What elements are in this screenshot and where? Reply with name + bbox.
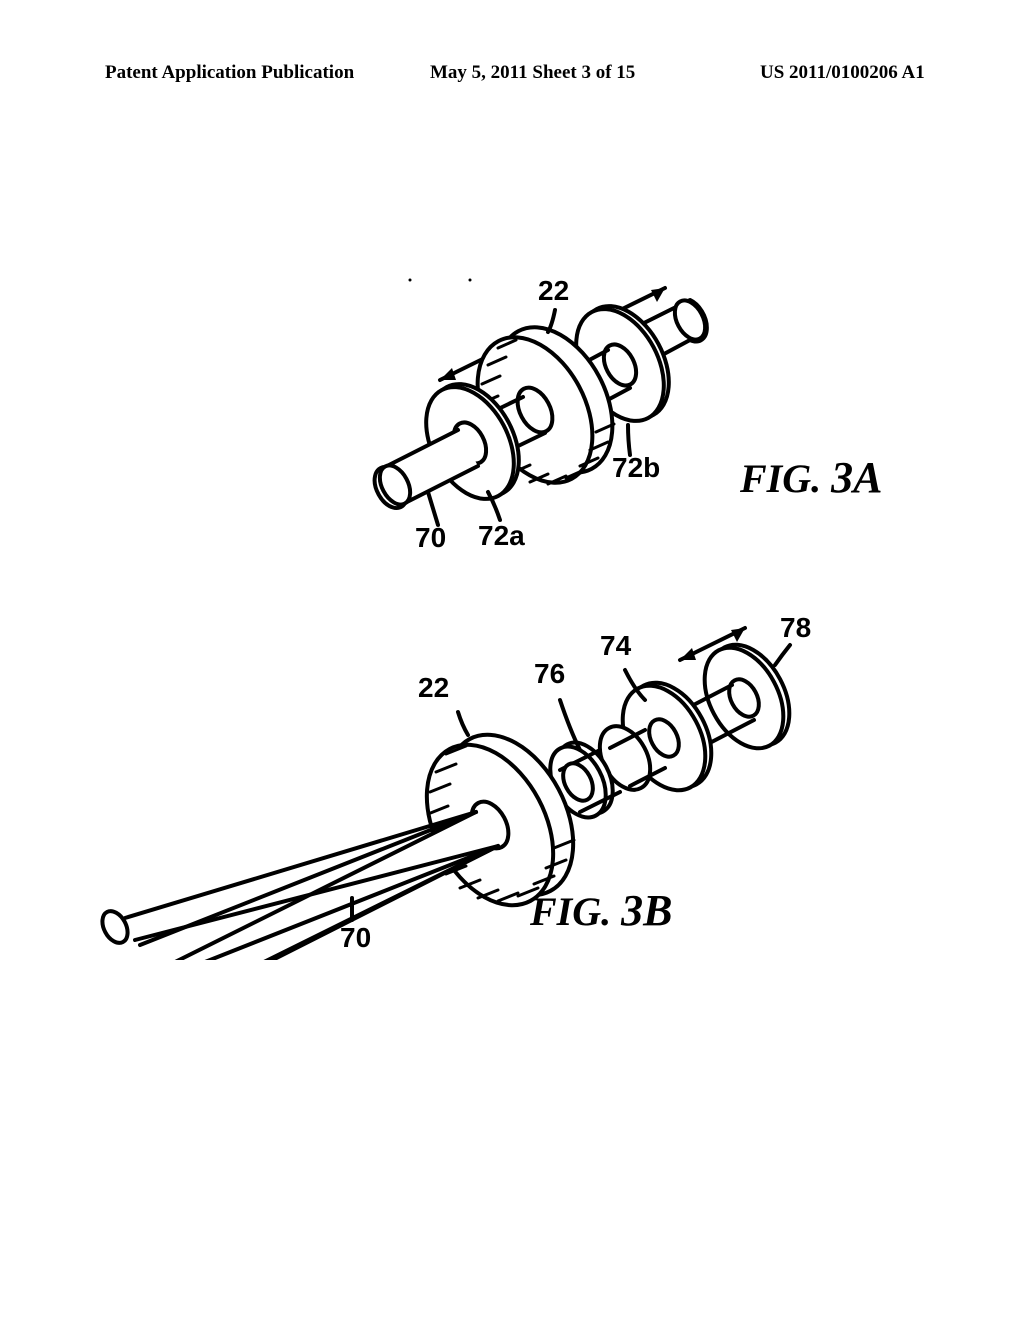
- header-right: US 2011/0100206 A1: [760, 62, 925, 84]
- ref-72a: 72a: [478, 520, 525, 552]
- header-center: May 5, 2011 Sheet 3 of 15: [430, 62, 635, 84]
- figure-3b-label: FIG. 3B: [530, 885, 673, 936]
- fig-num-a: 3A: [831, 453, 882, 502]
- ref-72b: 72b: [612, 452, 660, 484]
- ref-74: 74: [600, 630, 631, 662]
- fig-num-b: 3B: [621, 886, 672, 935]
- ref-70-b: 70: [340, 922, 371, 954]
- patent-page: Patent Application Publication May 5, 20…: [0, 0, 1024, 1320]
- ref-22-a: 22: [538, 275, 569, 307]
- figure-3a-drawing: [330, 270, 750, 560]
- header-left: Patent Application Publication: [105, 62, 354, 84]
- ref-78: 78: [780, 612, 811, 644]
- figure-3b-drawing: [80, 600, 860, 960]
- figure-3a-label: FIG. 3A: [740, 452, 883, 503]
- ref-76: 76: [534, 658, 565, 690]
- fig-prefix-b: FIG.: [530, 889, 611, 934]
- ref-22-b: 22: [418, 672, 449, 704]
- fig-prefix-a: FIG.: [740, 456, 821, 501]
- ref-70-a: 70: [415, 522, 446, 554]
